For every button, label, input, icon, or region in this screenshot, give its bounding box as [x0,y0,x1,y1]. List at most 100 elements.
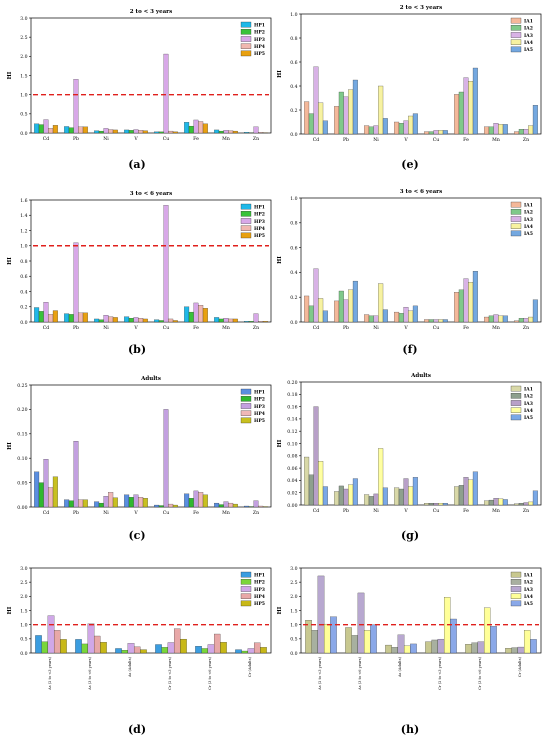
bar-hp3 [247,648,255,654]
y-tick-label: 1.5 [20,73,27,79]
bar-ia4 [438,319,444,323]
bar-hp4 [198,121,204,134]
bar-ia1 [364,314,370,323]
bar-ia3 [433,319,439,323]
bar-hp3 [73,79,79,134]
bar-ia4 [498,315,504,323]
y-tick-label: 2.0 [20,594,27,600]
bar-ia1 [514,320,520,323]
chart-panel-d: HI 0.0 0.5 1.0 1.5 2.0 2.5 3.0 As (2 to <3 years… [7,566,272,736]
y-axis-label: HI [7,257,13,265]
y-tick-label: 0.5 [290,637,297,643]
bar-ia2 [428,131,434,135]
x-tick-label: Fe [463,508,469,514]
legend-swatch [240,586,252,592]
bar-ia3 [523,129,529,135]
legend-entry: IA5 [524,231,533,237]
legend-swatch [240,232,252,239]
legend-entry: HP1 [254,389,265,395]
y-axis-label: HI [277,439,283,447]
legend-swatch [510,32,522,38]
chart-title: 2 to < 3 years [130,9,172,15]
y-tick-label: 2.5 [290,580,297,586]
bar-ia4 [483,607,491,654]
bar-hp2 [128,318,134,323]
panel-label: (c) [128,529,145,542]
bar-hp1 [34,307,40,323]
bar-ia2 [351,635,359,654]
bar-ia3 [493,123,499,135]
bar-hp1 [154,131,160,134]
bar-ia2 [518,318,524,323]
bar-hp1 [35,635,42,654]
x-tick-label: V [133,510,138,516]
legend-entry: IA1 [524,386,533,392]
bar-hp2 [248,321,254,323]
bar-hp5 [232,130,238,134]
y-axis-label: HI [7,442,13,450]
bar-ia5 [502,499,508,506]
bar-hp5 [112,317,118,323]
bar-ia4 [408,486,414,506]
bar-ia1 [454,486,460,506]
legend-swatch [240,410,252,416]
chart-panel-e: 2 to < 3 years HI 0.0 0.2 0.4 0.6 0.8 1.0 Cd Pb Ni… [277,5,542,171]
x-tick-label: Mn [222,510,230,516]
bar-ia1 [424,319,430,323]
bar-hp1 [115,648,122,654]
bar-hp4 [93,635,101,654]
bar-hp2 [218,504,224,508]
chart-title: Adults [410,373,431,379]
bar-ia2 [458,485,464,506]
bar-hp1 [155,644,162,654]
bar-hp2 [98,502,104,508]
bar-hp5 [82,312,88,323]
bar-ia2 [308,305,314,323]
bar-ia5 [412,477,418,506]
bar-ia3 [433,503,439,506]
y-tick-label: 0.15 [17,432,27,438]
bar-hp5 [180,638,187,654]
bar-ia1 [334,300,340,323]
bar-hp3 [103,128,109,134]
bar-hp4 [258,321,264,323]
bar-hp1 [64,499,70,508]
bar-hp1 [244,505,250,508]
y-axis-label: HI [277,256,283,264]
bar-ia4 [318,102,324,135]
bar-hp3 [43,302,49,323]
bar-ia5 [382,309,388,323]
bar-ia4 [363,630,371,654]
legend-swatch [510,25,522,31]
bar-hp5 [100,642,107,654]
x-tick-label: Fe [463,325,469,331]
x-tick-label: Zn [523,325,529,331]
bar-hp4 [133,646,141,654]
bar-hp4 [228,502,234,508]
bar-hp5 [220,642,227,654]
legend-swatch [240,29,252,35]
x-tick-label: Cr (2 to <3 years) [438,656,442,689]
bar-ia3 [437,638,445,654]
plot-frame [300,567,542,654]
y-tick-label: 1.0 [290,622,297,628]
x-tick-label: Fe [193,325,199,331]
x-tick-label: Cr (Adults) [518,656,522,677]
y-axis-label: HI [277,606,283,614]
y-tick-label: 0.04 [287,478,297,484]
bar-hp4 [78,126,84,134]
chart-panel-h: HI 0.0 0.5 1.0 1.5 2.0 2.5 3.0 As (2 to <3 years… [277,566,542,736]
legend-entry: HP5 [254,233,265,239]
bar-ia5 [322,120,328,135]
bar-ia3 [517,646,525,654]
bar-hp5 [172,131,178,134]
legend-entry: IA3 [524,33,533,39]
bar-ia5 [502,315,508,323]
bar-ia2 [398,313,404,323]
x-tick-label: V [403,508,408,514]
bar-hp1 [94,318,100,323]
bar-hp5 [172,320,178,323]
y-tick-label: 0.16 [287,404,297,410]
bar-ia1 [304,456,310,506]
